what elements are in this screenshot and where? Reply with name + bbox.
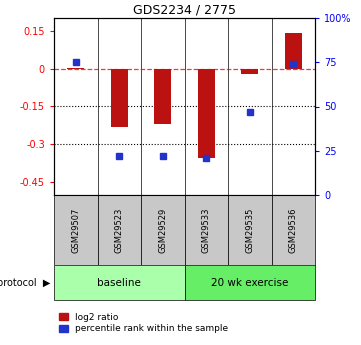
Title: GDS2234 / 2775: GDS2234 / 2775 — [133, 4, 236, 17]
Text: GSM29507: GSM29507 — [71, 207, 80, 253]
Text: GSM29536: GSM29536 — [289, 207, 298, 253]
Bar — [97, 195, 141, 265]
Bar — [197, 69, 215, 158]
Bar — [67, 68, 84, 69]
Bar — [184, 195, 228, 265]
Text: GSM29533: GSM29533 — [202, 207, 211, 253]
Bar — [284, 33, 302, 69]
Bar — [141, 195, 184, 265]
Text: protocol  ▶: protocol ▶ — [0, 277, 51, 287]
Bar — [228, 195, 271, 265]
Bar — [110, 69, 128, 127]
Text: GSM29523: GSM29523 — [115, 207, 124, 253]
Text: GSM29529: GSM29529 — [158, 207, 167, 253]
Bar — [54, 265, 184, 300]
Bar — [184, 265, 315, 300]
Text: 20 wk exercise: 20 wk exercise — [211, 277, 288, 287]
Legend: log2 ratio, percentile rank within the sample: log2 ratio, percentile rank within the s… — [58, 313, 228, 334]
Bar — [271, 195, 315, 265]
Text: baseline: baseline — [97, 277, 141, 287]
Bar — [241, 69, 258, 73]
Bar — [54, 195, 97, 265]
Text: GSM29535: GSM29535 — [245, 207, 254, 253]
Bar — [154, 69, 171, 124]
